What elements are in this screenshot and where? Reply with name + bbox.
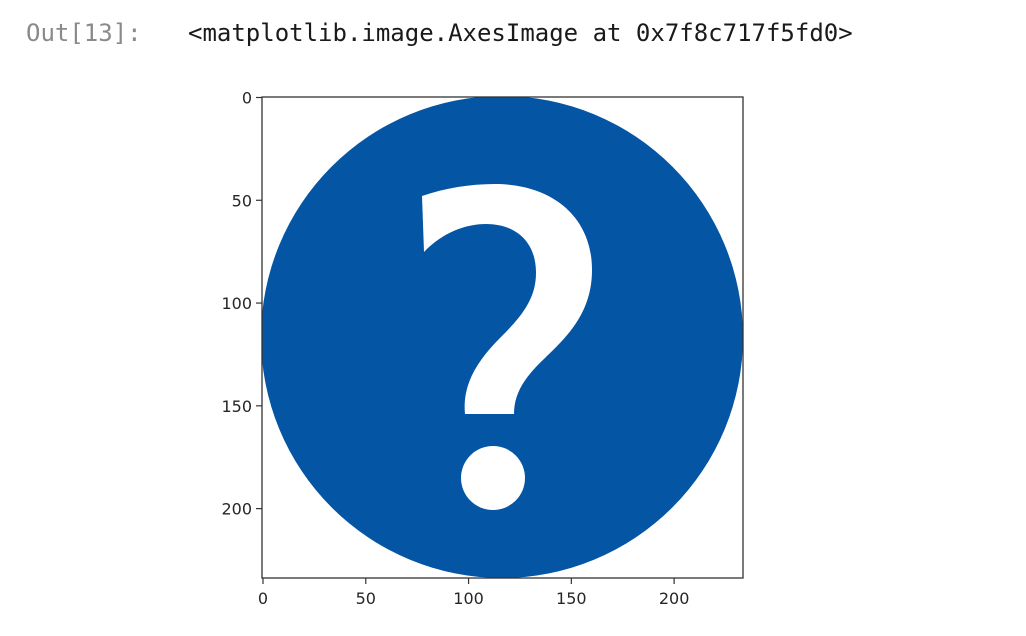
- x-axis: 0 50 100 150 200: [258, 578, 689, 608]
- y-tick-label: 100: [221, 294, 252, 313]
- x-tick-label: 100: [453, 589, 484, 608]
- output-repr-text: <matplotlib.image.AxesImage at 0x7f8c717…: [188, 19, 853, 47]
- y-axis: 0 50 100 150 200: [221, 89, 262, 519]
- question-mark-dot: [461, 446, 525, 510]
- y-tick-label: 150: [221, 397, 252, 416]
- output-prompt: Out[13]:: [26, 19, 142, 47]
- y-tick-label: 200: [221, 500, 252, 519]
- question-mark-circle-icon: [262, 97, 743, 578]
- y-tick-label: 50: [232, 191, 252, 210]
- x-tick-label: 150: [556, 589, 587, 608]
- x-tick-label: 50: [356, 589, 376, 608]
- question-mark-hook: [422, 184, 592, 414]
- axes-frame: [261, 96, 744, 579]
- y-tick-label: 0: [242, 89, 252, 108]
- x-tick-label: 200: [659, 589, 690, 608]
- x-tick-label: 0: [258, 589, 268, 608]
